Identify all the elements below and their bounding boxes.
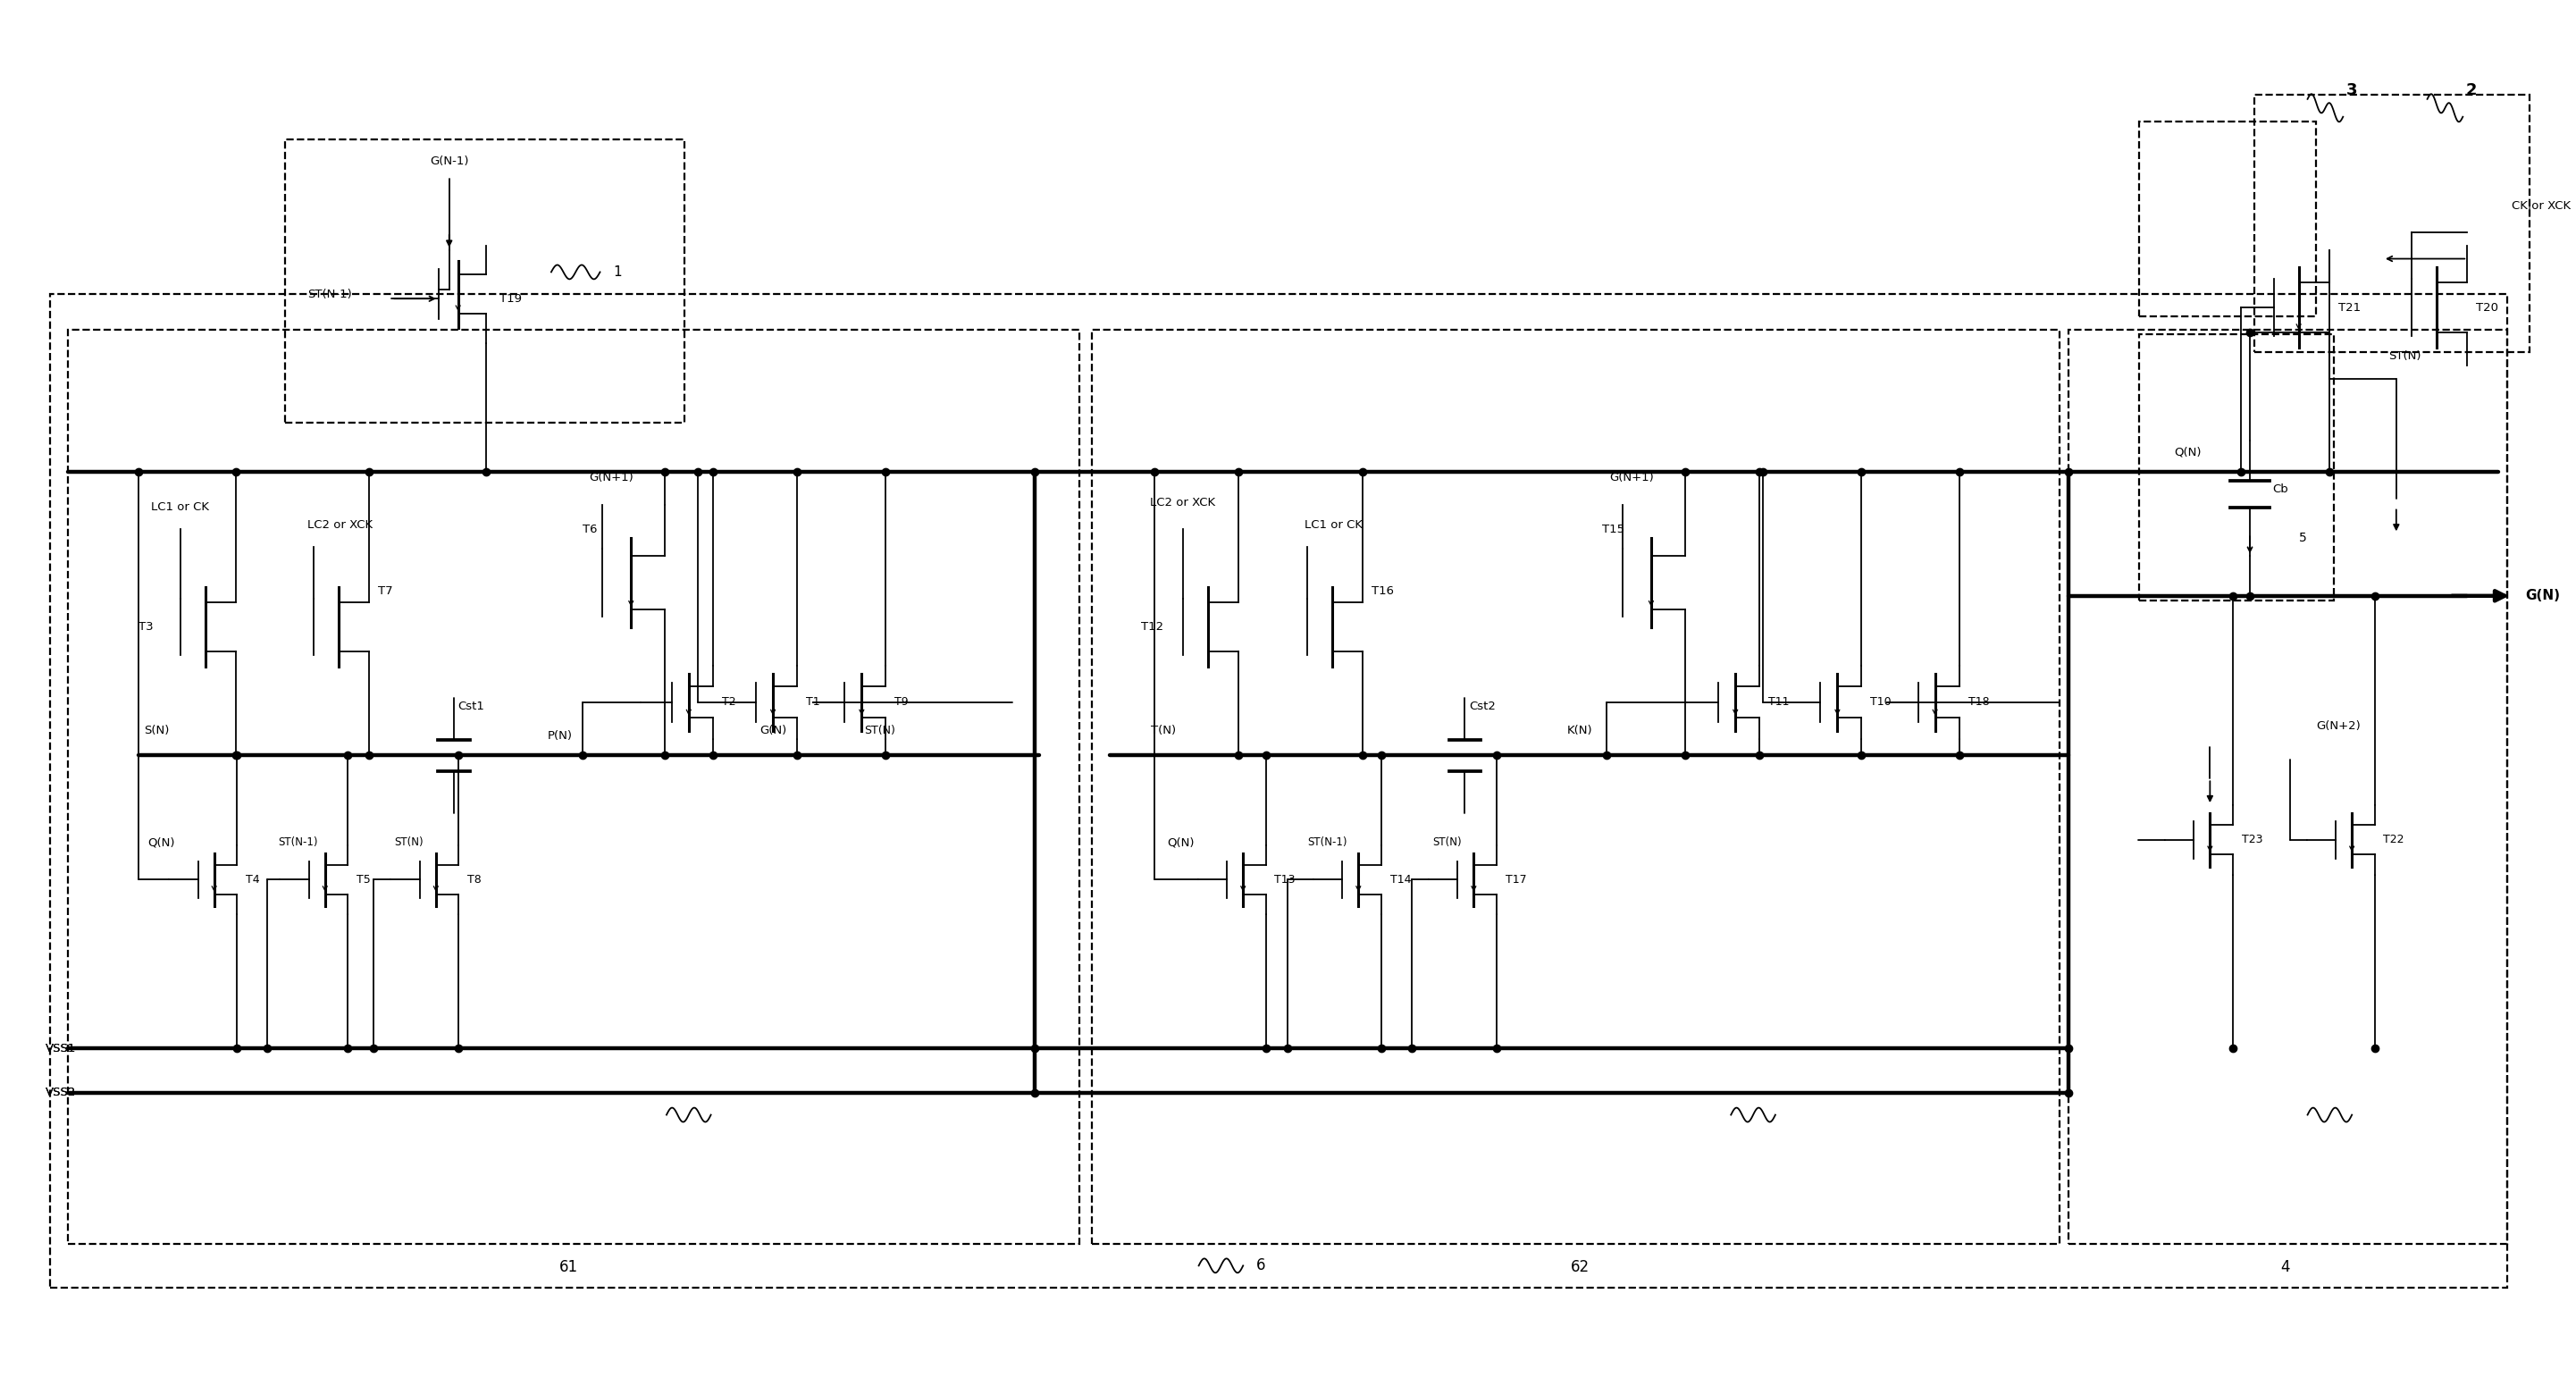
Text: 61: 61: [559, 1260, 580, 1275]
Bar: [67, 330, 1079, 1243]
Text: 4: 4: [2280, 1260, 2290, 1275]
Text: Cst2: Cst2: [1468, 701, 1497, 712]
Text: T19: T19: [500, 292, 523, 305]
Text: ST(N): ST(N): [1432, 837, 1461, 848]
Text: ST(N-1): ST(N-1): [278, 837, 319, 848]
Text: G(N+2): G(N+2): [2316, 721, 2360, 732]
Text: ST(N-1): ST(N-1): [1309, 837, 1347, 848]
Text: LC1 or CK: LC1 or CK: [152, 502, 209, 513]
Text: LC2 or XCK: LC2 or XCK: [1149, 498, 1216, 509]
Text: 3: 3: [2347, 82, 2357, 98]
Text: T7: T7: [379, 586, 394, 597]
Text: G(N-1): G(N-1): [430, 155, 469, 166]
Bar: [49, 294, 2506, 1288]
Text: LC2 or XCK: LC2 or XCK: [307, 520, 374, 531]
Text: T23: T23: [2241, 834, 2262, 845]
Text: 2: 2: [2465, 82, 2478, 98]
Text: T18: T18: [1968, 697, 1989, 708]
Text: T17: T17: [1504, 875, 1528, 886]
Text: Q(N): Q(N): [1167, 837, 1195, 848]
Bar: [2138, 121, 2316, 316]
Text: T1: T1: [806, 697, 819, 708]
Text: 62: 62: [1571, 1260, 1589, 1275]
Text: T4: T4: [245, 875, 260, 886]
Text: ST(N-1): ST(N-1): [307, 288, 353, 299]
Text: T(N): T(N): [1151, 725, 1175, 736]
Text: G(N): G(N): [2524, 589, 2561, 603]
Bar: [2069, 330, 2506, 1243]
Bar: [2254, 94, 2530, 352]
Text: K(N): K(N): [1566, 725, 1592, 736]
Text: ST(N): ST(N): [2388, 351, 2421, 362]
Text: T12: T12: [1141, 621, 1164, 633]
Text: Q(N): Q(N): [2174, 446, 2202, 457]
Text: P(N): P(N): [549, 730, 572, 742]
Bar: [1092, 330, 2058, 1243]
Text: T9: T9: [894, 697, 909, 708]
Text: ST(N): ST(N): [394, 837, 425, 848]
Text: T22: T22: [2383, 834, 2403, 845]
Text: CK|or XCK: CK|or XCK: [2512, 200, 2571, 211]
Text: T5: T5: [355, 875, 371, 886]
Text: VSS1: VSS1: [46, 1042, 77, 1055]
Text: Q(N): Q(N): [147, 837, 175, 848]
Bar: [286, 139, 685, 423]
Text: 5: 5: [2298, 532, 2306, 545]
Bar: [2138, 334, 2334, 600]
Text: T21: T21: [2339, 302, 2362, 313]
Text: VSS2: VSS2: [46, 1087, 77, 1099]
Text: ST(N): ST(N): [863, 725, 894, 736]
Text: T15: T15: [1602, 524, 1625, 535]
Text: T6: T6: [582, 524, 598, 535]
Text: VSS1: VSS1: [46, 1042, 77, 1055]
Text: T3: T3: [139, 621, 155, 633]
Text: T10: T10: [1870, 697, 1891, 708]
Text: VSS2: VSS2: [46, 1087, 77, 1099]
Text: T2: T2: [721, 697, 737, 708]
Text: T20: T20: [2476, 302, 2499, 313]
Text: 6: 6: [1257, 1257, 1265, 1274]
Text: Cst1: Cst1: [459, 701, 484, 712]
Text: S(N): S(N): [144, 725, 170, 736]
Text: G(N): G(N): [760, 725, 786, 736]
Text: LC1 or CK: LC1 or CK: [1303, 520, 1363, 531]
Text: Cb: Cb: [2272, 484, 2287, 495]
Text: 1: 1: [613, 265, 621, 279]
Text: G(N+1): G(N+1): [590, 473, 634, 484]
Text: T8: T8: [466, 875, 482, 886]
Text: T13: T13: [1275, 875, 1296, 886]
Text: T11: T11: [1767, 697, 1790, 708]
Text: G(N+1): G(N+1): [1610, 473, 1654, 484]
Text: T14: T14: [1391, 875, 1412, 886]
Text: T16: T16: [1370, 586, 1394, 597]
